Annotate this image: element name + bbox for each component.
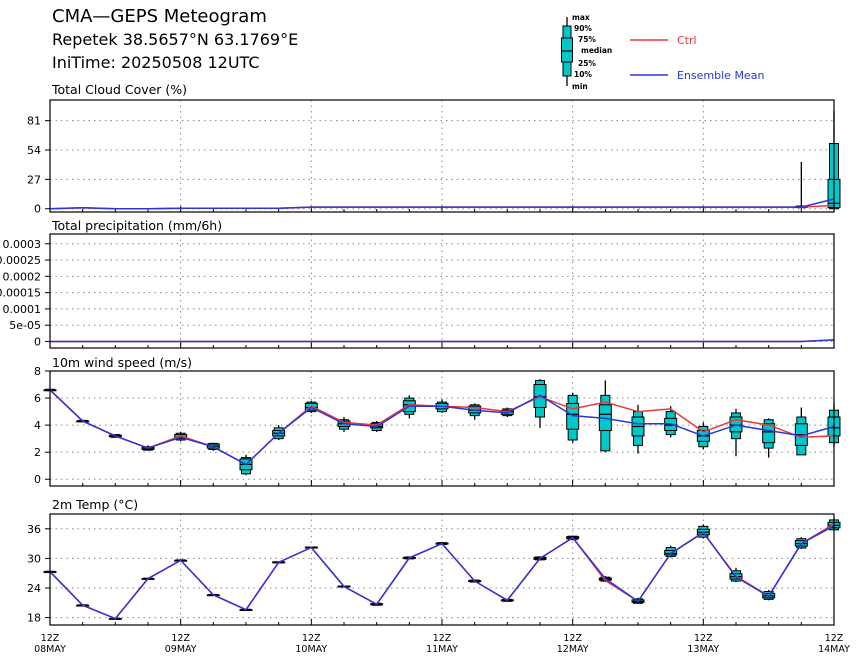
panel-2: Total precipitation (mm/6h) 0 5e-05 0.0001 0… [0,218,835,349]
y-tick-label: 2 [34,446,41,459]
legend-box-label: max [572,13,590,22]
ensemble-mean-line [50,339,835,343]
x-tick-label-date: 11MAY [426,644,458,655]
y-tick-label: 0.0003 [3,238,42,251]
panel-title: Total precipitation (mm/6h) [51,218,222,233]
y-tick-label: 8 [34,365,41,378]
x-tick-label-hour: 12Z [41,633,60,644]
y-tick-label: 0 [34,473,41,486]
box-whisker [598,380,612,453]
legend-box-label: 90% [574,24,592,33]
x-tick-label-date: 12MAY [557,644,589,655]
panel-4: 2m Temp (°C) 18 24 30 36 [27,497,841,626]
ensemble-mean-line [49,389,835,466]
y-tick-label: 5e-05 [9,319,41,332]
y-tick-label: 36 [27,523,41,536]
x-tick-label-date: 14MAY [818,644,850,655]
legend-ctrl-label: Ctrl [677,34,697,47]
y-tick-label: 18 [27,612,41,625]
y-tick-label: 54 [27,144,41,157]
x-tick-label-hour: 12Z [563,633,582,644]
box-whisker [664,406,678,438]
y-tick-label: 30 [27,552,41,565]
meteogram-title: CMA—GEPS Meteogram [52,6,267,27]
panel-title: 10m wind speed (m/s) [52,355,192,370]
legend-mean-label: Ensemble Mean [677,69,764,82]
ensemble-mean-line [49,525,835,620]
y-tick-label: 0.0001 [3,303,42,316]
x-tick-label-date: 10MAY [295,644,327,655]
legend-box-label: 25% [578,59,596,68]
box-whisker [533,379,547,428]
box-whisker [566,392,580,443]
panel-frame [49,233,835,349]
legend-box-25-75 [561,37,573,63]
x-tick-label-date: 08MAY [34,644,66,655]
legend-box-label: 10% [574,70,592,79]
station-location: Repetek 38.5657°N 63.1769°E [52,30,299,49]
panel-title: Total Cloud Cover (%) [51,82,187,97]
panel-title: 2m Temp (°C) [52,497,138,512]
y-tick-label: 4 [34,419,41,432]
box-whisker [729,408,743,457]
y-tick-label: 24 [27,582,41,595]
y-tick-label: 27 [27,173,41,186]
x-tick-label-date: 09MAY [165,644,197,655]
x-tick-label-date: 13MAY [687,644,719,655]
legend-box-label: 75% [578,35,596,44]
x-tick-label-hour: 12Z [171,633,190,644]
ctrl-line [49,523,835,620]
init-time: IniTime: 20250508 12UTC [52,53,260,72]
y-tick-label: 0 [34,203,41,216]
legend-box-label: median [581,46,612,55]
x-tick-label-hour: 12Z [694,633,713,644]
x-tick-label-hour: 12Z [433,633,452,644]
ensemble-mean-line [49,198,835,210]
panel-3: 10m wind speed (m/s) 0 2 4 6 8 [34,355,841,487]
y-tick-label: 0.0002 [3,270,42,283]
box-whisker [794,407,808,456]
y-tick-label: 0.00015 [0,287,41,300]
legend: max 90% 75% median 25% 10% min Ctrl Ensemble Mea… [561,13,764,91]
box-25-75 [762,423,776,444]
box-whisker [468,403,482,420]
panel-frame [49,370,835,487]
panel-frame [49,99,835,213]
panel-frame [49,513,835,626]
box-whisker [794,161,808,209]
x-tick-label-hour: 12Z [302,633,321,644]
y-tick-label: 0.00025 [0,254,41,267]
y-tick-label: 6 [34,392,41,405]
y-tick-label: 0 [34,335,41,348]
x-tick-label-hour: 12Z [825,633,844,644]
y-tick-label: 81 [27,115,41,128]
panel-1: Total Cloud Cover (%) 0 27 54 81 [27,82,841,216]
legend-box-label: min [572,82,588,91]
